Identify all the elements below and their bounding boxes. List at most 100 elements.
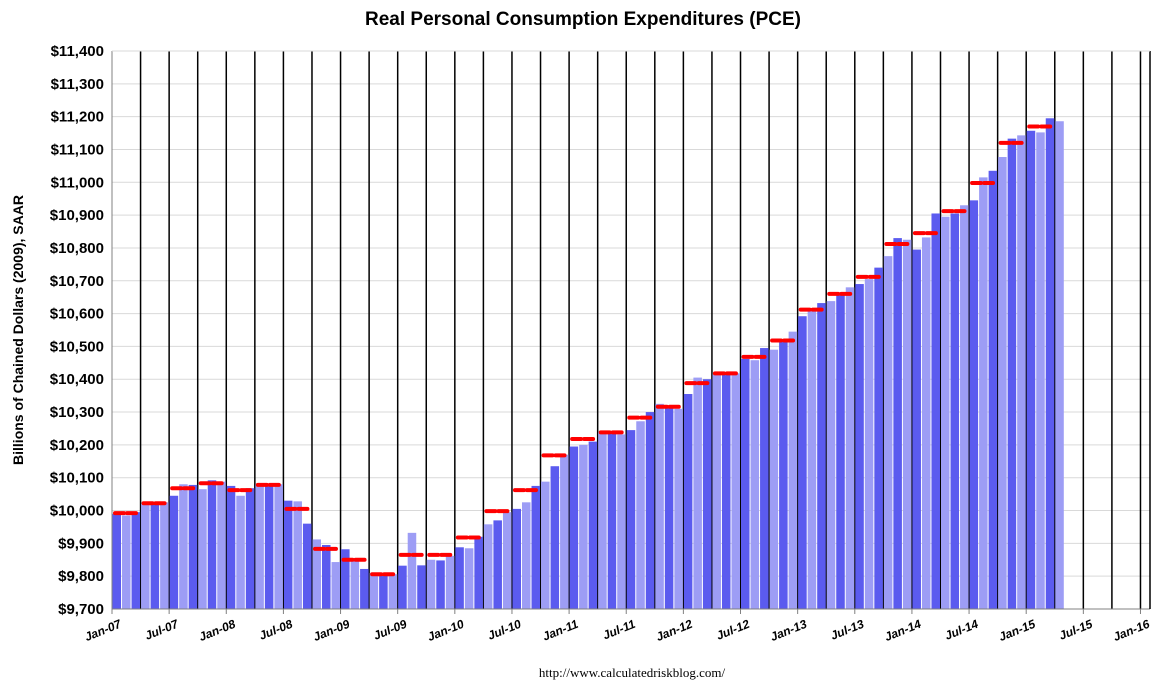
chart-title: Real Personal Consumption Expenditures (… (365, 9, 801, 30)
y-tick-label: $10,600 (50, 306, 104, 323)
y-tick-label: $10,800 (50, 240, 104, 257)
bar (893, 238, 902, 609)
bar (931, 213, 940, 609)
axes (111, 50, 1151, 614)
bar (550, 466, 560, 609)
bar (188, 484, 198, 609)
bar (750, 360, 760, 609)
bar (874, 267, 883, 609)
bar (760, 348, 769, 609)
bar (940, 216, 950, 609)
bar (988, 170, 998, 609)
y-tick-label: $9,800 (58, 568, 104, 585)
quarterly-average-markers (113, 124, 1054, 577)
bar (531, 485, 541, 609)
y-tick-labels: $9,700 $9,800 $9,900 $10,000 $10,100 $10,200 $… (50, 43, 104, 618)
bar (302, 523, 312, 609)
y-tick-label: $10,300 (50, 404, 104, 421)
bar (674, 408, 683, 609)
bar (636, 421, 645, 609)
bar (112, 513, 122, 609)
bar (512, 508, 521, 609)
y-tick-label: $10,700 (50, 273, 104, 290)
bar (626, 430, 636, 609)
bar (855, 284, 864, 609)
bar (826, 301, 836, 609)
bar (360, 568, 369, 609)
bar (169, 495, 179, 609)
bar (1055, 121, 1064, 609)
bar (883, 256, 893, 609)
bar (1026, 130, 1036, 609)
bar (398, 565, 407, 609)
bar (950, 213, 960, 609)
bar (702, 379, 712, 609)
bar (655, 403, 664, 609)
y-tick-label: $10,000 (50, 503, 104, 520)
bar (779, 341, 788, 609)
bar (455, 547, 464, 609)
bar (493, 520, 502, 609)
bar (407, 532, 417, 609)
source-url: http://www.calculatedriskblog.com/ (539, 665, 726, 680)
bar (255, 484, 264, 609)
bar (341, 549, 350, 609)
y-tick-label: $9,700 (58, 601, 104, 618)
bar (379, 575, 388, 609)
bar (588, 441, 598, 609)
bar (1017, 135, 1026, 609)
y-tick-label: $11,000 (51, 174, 104, 191)
bar (721, 373, 731, 609)
bar (645, 412, 655, 609)
bar (769, 349, 779, 609)
bar (388, 574, 398, 609)
bar (245, 488, 255, 609)
bar (560, 454, 569, 609)
bar (788, 331, 798, 609)
bar (141, 503, 150, 609)
bar (226, 485, 236, 609)
bar (436, 560, 445, 609)
bar (1007, 138, 1017, 609)
bar (960, 205, 969, 610)
bar (426, 559, 436, 609)
bar (836, 293, 845, 609)
bar (664, 405, 674, 609)
y-tick-label: $9,900 (58, 535, 104, 552)
bar (817, 303, 826, 609)
bar (312, 539, 322, 609)
bar (217, 481, 226, 609)
bar (445, 555, 455, 609)
bar (541, 481, 550, 609)
bar (845, 287, 855, 609)
bar (864, 279, 874, 609)
bar (264, 485, 274, 609)
y-tick-label: $11,200 (51, 109, 104, 126)
bar (236, 495, 245, 609)
bar (464, 548, 474, 609)
bar (322, 544, 331, 609)
bar (293, 501, 302, 609)
bar (369, 572, 379, 609)
bar (417, 565, 426, 609)
bar (998, 157, 1007, 609)
y-tick-label: $10,100 (50, 470, 104, 487)
bar (569, 446, 579, 609)
bar (617, 434, 626, 609)
bar (122, 515, 131, 609)
bar (331, 562, 341, 609)
bar (131, 512, 141, 609)
bar (521, 502, 531, 609)
bar (731, 373, 741, 609)
bar (483, 524, 493, 609)
bar (160, 502, 169, 609)
bar (207, 480, 217, 609)
bar (921, 237, 931, 609)
y-tick-label: $11,300 (51, 76, 104, 93)
y-tick-label: $10,200 (50, 437, 104, 454)
bar (979, 177, 988, 609)
bar (474, 536, 483, 609)
bar (274, 484, 283, 609)
bar (693, 377, 702, 609)
